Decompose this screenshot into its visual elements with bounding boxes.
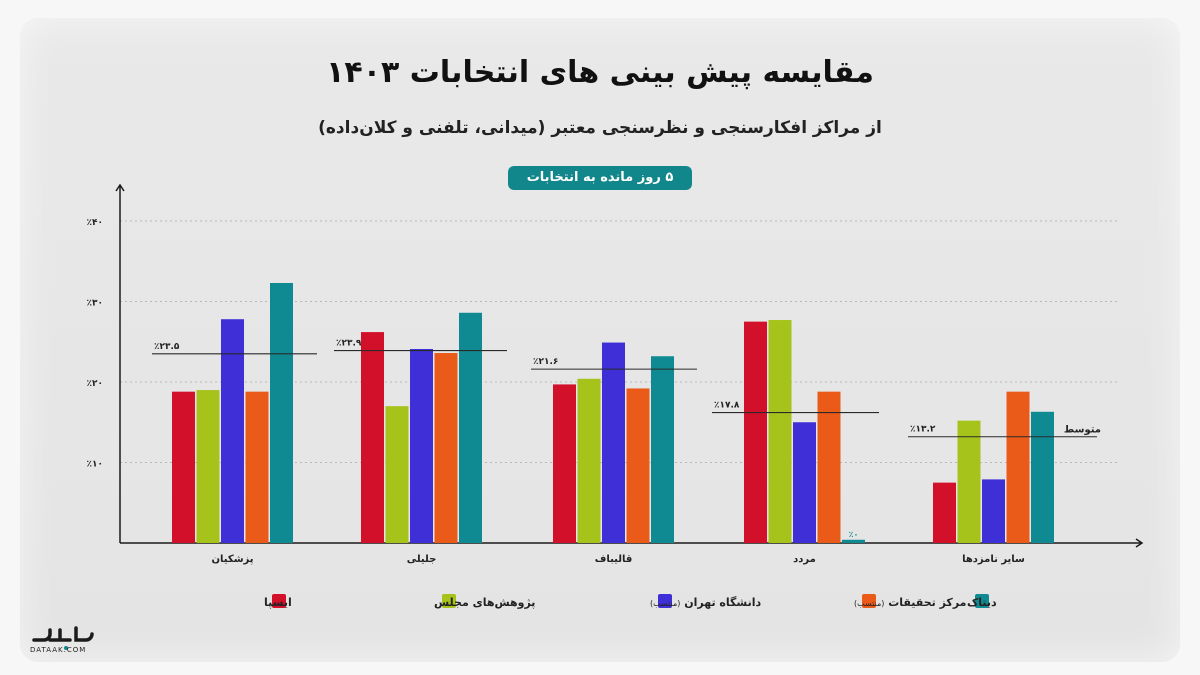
chart-card [20,18,1180,662]
days-left-badge: ۵ روز مانده به انتخابات [508,166,692,190]
bar-ispa [933,482,956,543]
bar-majles [957,420,981,543]
bar-dataak [270,282,293,543]
chart-subtitle: از مراکز افکارسنجی و نظرسنجی معتبر (میدا… [318,118,882,138]
data-label: ٪۰ [849,530,859,539]
y-tick-label: ٪۴۰ [87,218,103,228]
bar-majles [577,378,601,543]
x-tick-label: جلیلی [407,554,437,565]
bar-ispa [172,391,195,543]
y-tick-label: ٪۱۰ [87,460,103,470]
bar-tehran [221,319,244,543]
bar-majles [385,406,409,543]
legend-label: دانشگاه تهران (منتسب) [650,596,762,609]
average-label: ٪۲۳.۵ [154,342,180,352]
bar-majles [768,320,792,543]
bar-ispa [361,332,384,543]
x-tick-label: قالیباف [595,554,633,565]
bar-tahghighat [434,353,458,543]
x-tick-label: سایر نامزدها [962,554,1025,565]
x-tick-label: مردد [793,554,816,565]
legend-label: پژوهش‌های مجلس [434,596,535,609]
bar-majles [196,390,220,543]
bar-tehran [793,422,816,543]
y-tick-label: ٪۳۰ [87,299,103,309]
legend-label: دیتاک [967,596,997,609]
legend-swatch-ispa [272,594,286,608]
average-label: ٪۲۳.۹ [336,339,362,349]
y-tick-label: ٪۲۰ [87,379,103,389]
legend-swatch-tehran [658,594,672,608]
legend-label: ایسپا [264,596,292,609]
legend-swatch-tahghighat [862,594,876,608]
legend-swatch-majles [442,594,456,608]
bar-tahghighat [1006,391,1030,543]
bar-ispa [553,384,576,543]
dataak-logo [32,626,94,650]
y-axis-arrow [115,183,125,192]
x-tick-label: پزشکیان [212,554,254,565]
average-legend-label: متوسط [1064,425,1101,436]
bar-dataak [842,539,865,543]
chart-title: مقایسه پیش بینی های انتخابات ۱۴۰۳ [326,55,874,90]
bar-tahghighat [817,391,841,543]
legend-label: مرکز تحقیقات (منتسب) [854,596,966,609]
bar-tahghighat [626,388,650,543]
bar-dataak [459,312,482,543]
average-label: ٪۱۳.۲ [910,425,936,435]
x-axis-arrow [1135,538,1144,548]
legend-swatch-dataak [975,594,989,608]
average-label: ٪۱۷.۸ [714,401,740,411]
average-label: ٪۲۱.۶ [533,357,558,367]
bar-dataak [1031,411,1054,543]
bar-dataak [651,356,674,543]
bar-tehran [602,342,625,543]
bar-tahghighat [245,391,269,543]
bar-tehran [410,348,433,543]
bar-tehran [982,479,1005,543]
logo-text: DATAAK.COM [30,646,87,654]
bar-ispa [744,321,767,543]
